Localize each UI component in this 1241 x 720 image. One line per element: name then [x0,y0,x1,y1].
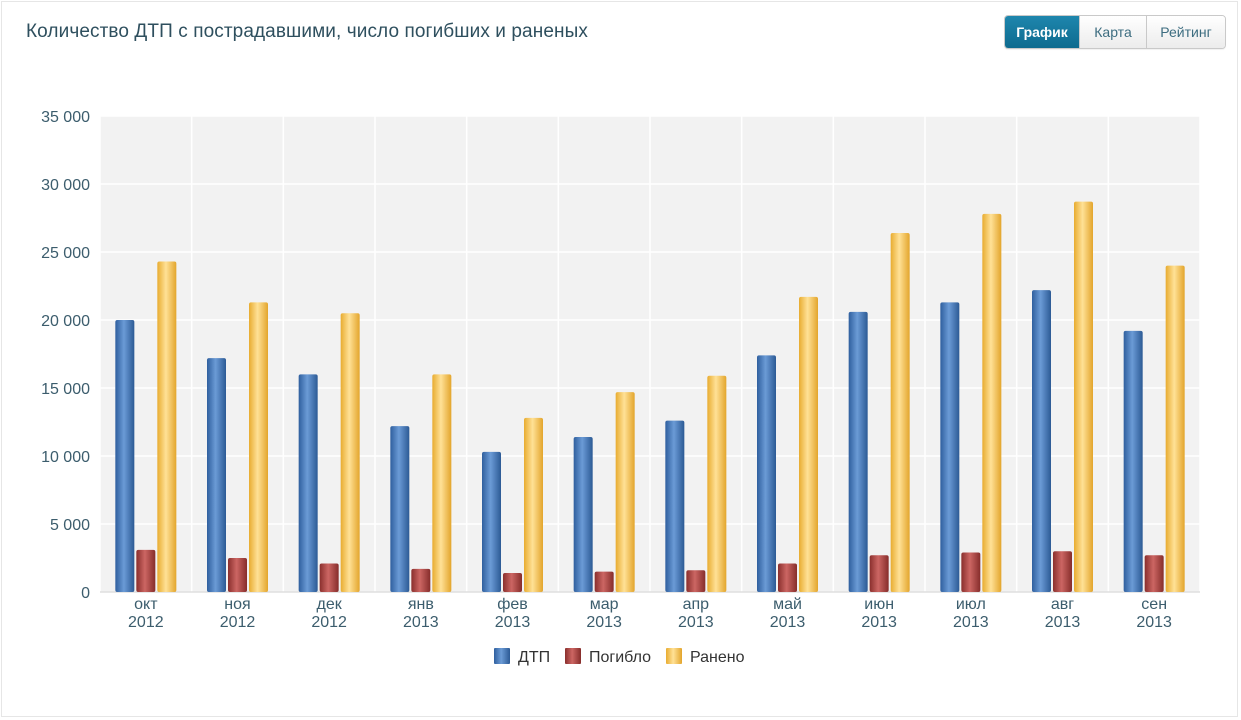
x-tick-label-month: сен [1141,596,1167,613]
y-tick-label: 15 000 [41,381,90,398]
bar-injured-7[interactable] [799,296,818,592]
bar-injured-6[interactable] [707,375,727,592]
bar-dtp-2[interactable] [298,374,318,592]
bar-dtp-5[interactable] [573,436,593,592]
bar-dtp-7[interactable] [757,355,776,592]
x-tick-label-month: авг [1051,596,1074,613]
bar-deaths-3[interactable] [411,568,431,592]
bar-deaths-2[interactable] [319,563,339,592]
x-tick-label-month: май [773,596,802,613]
y-tick-label: 20 000 [41,313,90,330]
bar-injured-1[interactable] [249,302,268,592]
x-tick-label-year: 2013 [678,614,714,631]
y-tick-label: 0 [81,585,90,602]
bar-deaths-9[interactable] [961,552,981,592]
bar-injured-4[interactable] [524,417,543,592]
x-tick-label-month: дек [317,596,343,613]
view-switcher: График Карта Рейтинг [1004,15,1226,49]
bar-dtp-6[interactable] [665,420,685,592]
y-tick-label: 25 000 [41,245,90,262]
legend-swatch-deaths [565,648,581,664]
tab-map[interactable]: Карта [1079,16,1146,48]
bar-injured-8[interactable] [890,232,910,592]
bar-dtp-0[interactable] [115,320,135,592]
bar-injured-11[interactable] [1165,265,1185,592]
y-tick-label: 10 000 [41,449,90,466]
legend-label-dtp[interactable]: ДТП [518,649,550,666]
y-tick-label: 30 000 [41,177,90,194]
x-tick-label-month: ноя [224,596,250,613]
x-tick-label-year: 2012 [220,614,256,631]
x-tick-label-month: июл [956,596,986,613]
x-tick-label-month: июн [864,596,894,613]
bar-deaths-4[interactable] [503,572,522,592]
y-tick-label: 5 000 [50,517,90,534]
legend-label-injured[interactable]: Ранено [690,649,745,666]
tab-rating[interactable]: Рейтинг [1146,16,1225,48]
x-tick-label-year: 2013 [1045,614,1081,631]
x-tick-label-year: 2013 [586,614,622,631]
bar-injured-5[interactable] [615,392,635,592]
bar-injured-9[interactable] [982,213,1002,593]
bar-deaths-6[interactable] [686,570,706,592]
bar-dtp-9[interactable] [940,302,960,592]
x-tick-label-year: 2013 [953,614,989,631]
x-tick-label-year: 2012 [311,614,347,631]
legend-swatch-dtp [494,648,510,664]
tab-chart[interactable]: График [1005,16,1079,48]
bar-deaths-5[interactable] [594,571,614,592]
y-tick-label: 35 000 [41,109,90,126]
x-tick-label-year: 2013 [1136,614,1172,631]
legend-swatch-injured [666,648,682,664]
bar-injured-10[interactable] [1074,201,1093,592]
x-tick-label-year: 2012 [128,614,164,631]
bar-deaths-1[interactable] [228,558,247,592]
x-tick-label-month: янв [408,596,434,613]
bar-dtp-3[interactable] [390,426,410,592]
bar-deaths-10[interactable] [1053,551,1072,592]
x-tick-label-month: окт [134,596,158,613]
bar-dtp-11[interactable] [1123,330,1143,592]
bar-injured-0[interactable] [157,261,177,592]
bar-injured-2[interactable] [340,313,360,592]
bar-deaths-8[interactable] [869,555,889,592]
bar-deaths-0[interactable] [136,549,156,592]
bar-deaths-7[interactable] [778,563,797,592]
x-tick-label-month: фев [497,596,528,613]
bar-dtp-10[interactable] [1032,290,1051,592]
x-tick-label-year: 2013 [403,614,439,631]
bar-deaths-11[interactable] [1144,555,1164,592]
chart-title: Количество ДТП с пострадавшими, число по… [26,21,588,42]
legend-label-deaths[interactable]: Погибло [589,649,651,666]
x-tick-label-month: мар [590,596,619,613]
x-tick-label-year: 2013 [770,614,806,631]
bar-dtp-4[interactable] [482,451,501,592]
x-tick-label-month: апр [683,596,710,613]
x-tick-label-year: 2013 [495,614,531,631]
bar-dtp-8[interactable] [848,311,868,592]
x-tick-label-year: 2013 [861,614,897,631]
bar-dtp-1[interactable] [207,358,226,592]
bar-injured-3[interactable] [432,374,452,592]
